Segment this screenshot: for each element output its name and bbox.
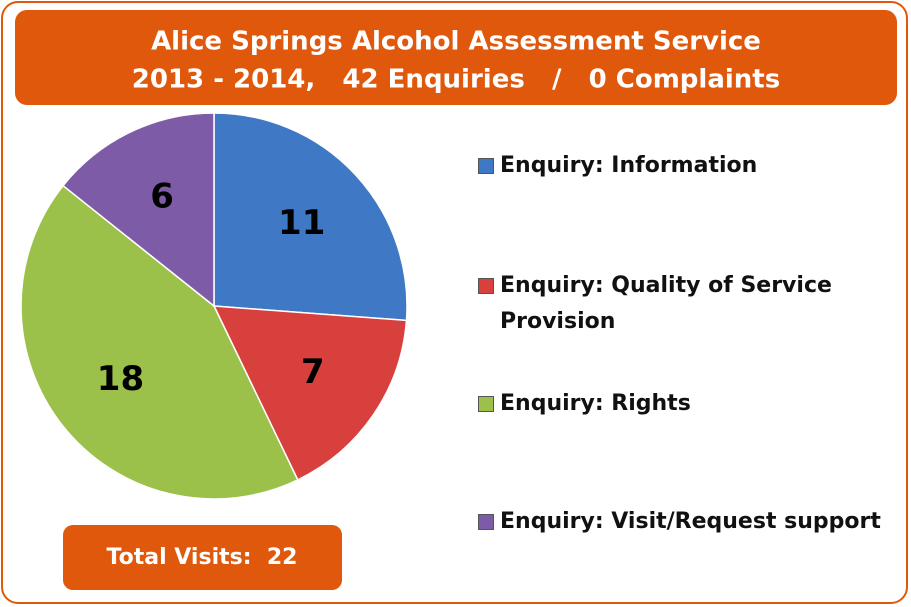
- legend-label: Enquiry: Information: [500, 153, 758, 178]
- chart-title: Alice Springs Alcohol Assessment Service: [151, 27, 761, 57]
- legend-swatch: [478, 396, 494, 412]
- pie-slice: [212, 305, 408, 481]
- pie-slice: [62, 112, 215, 308]
- legend-label: Enquiry: Visit/Request support: [500, 509, 881, 534]
- legend-label: Enquiry: Rights: [500, 391, 691, 416]
- total-visits: Total Visits: 22: [107, 545, 298, 570]
- title-box: [15, 10, 897, 105]
- legend-swatch: [478, 158, 494, 174]
- chart-subtitle: 2013 - 2014, 42 Enquiries / 0 Complaints: [132, 65, 780, 95]
- legend-swatch: [478, 514, 494, 530]
- pie-slice: [20, 184, 299, 500]
- data-label: 6: [150, 177, 174, 217]
- data-label: 18: [97, 359, 144, 399]
- legend-label: Enquiry: Quality of Service Provision: [500, 273, 832, 334]
- data-label: 11: [278, 203, 325, 243]
- pie-slice: [213, 112, 408, 322]
- legend-swatch: [478, 278, 494, 294]
- total-box: [63, 525, 342, 590]
- data-label: 7: [301, 352, 325, 392]
